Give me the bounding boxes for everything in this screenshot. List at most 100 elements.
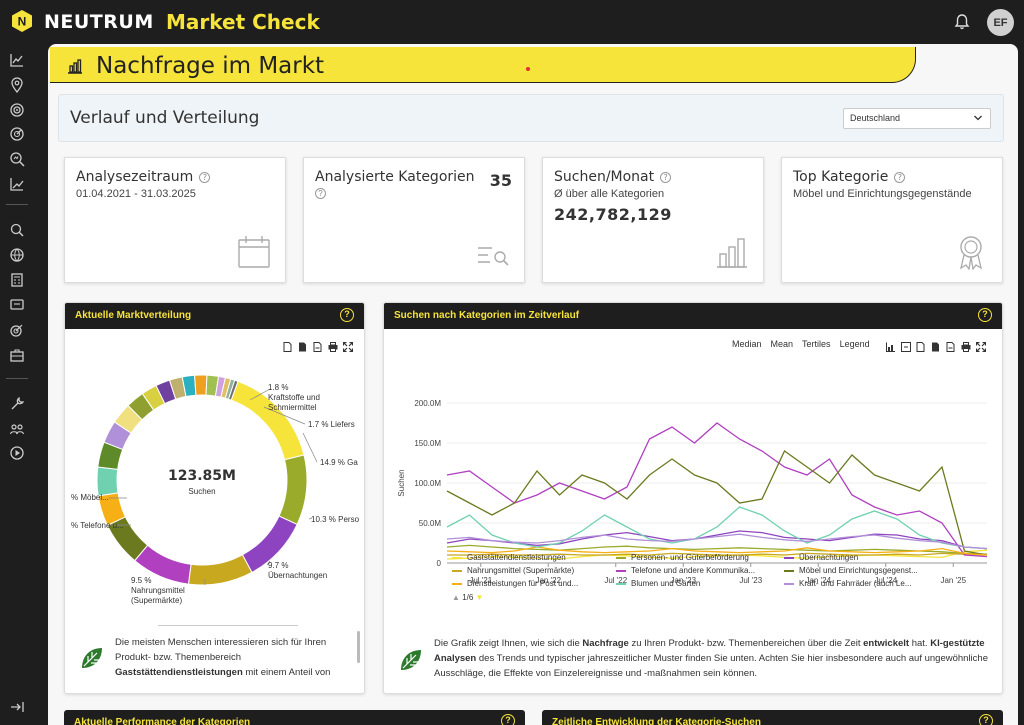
calculator-icon[interactable] (9, 272, 25, 288)
help-icon[interactable]: ? (894, 171, 906, 183)
help-icon[interactable]: ? (979, 714, 993, 725)
png-download-icon[interactable] (946, 339, 955, 352)
message-icon[interactable] (9, 297, 25, 313)
series-line[interactable] (446, 450, 988, 556)
chart-type-icon[interactable] (886, 339, 895, 352)
option-legend[interactable]: Legend (839, 339, 870, 349)
donut-slice[interactable] (194, 374, 208, 396)
kpi-value: 242,782,129 (554, 205, 672, 224)
series-line[interactable] (446, 530, 988, 550)
y-axis-label: Suchen (397, 469, 406, 496)
kpi-subtitle: 01.04.2021 - 31.03.2025 (76, 188, 196, 200)
print-icon[interactable] (328, 339, 338, 352)
option-mean[interactable]: Mean (770, 339, 794, 349)
main-content: Nachfrage im Markt Verlauf und Verteilun… (48, 44, 1018, 725)
option-tertiles[interactable]: Tertiles (802, 339, 831, 349)
donut-label-food: 9.5 % Nahrungsmittel (Supermärkte) (131, 576, 185, 605)
globe-icon[interactable] (9, 247, 25, 263)
donut-slice[interactable] (278, 454, 308, 526)
donut-slice[interactable] (227, 379, 239, 401)
country-select[interactable]: Deutschland (843, 108, 991, 129)
search-icon[interactable] (9, 222, 25, 238)
panel-title: Aktuelle Marktverteilung (75, 310, 192, 321)
pdf-download-icon[interactable] (298, 339, 307, 352)
chart-icon[interactable] (9, 52, 25, 68)
search-analysis-icon[interactable] (9, 151, 25, 167)
trend-icon[interactable] (9, 176, 25, 192)
kpi-title: Top Kategorie? (793, 169, 906, 185)
series-line[interactable] (446, 549, 988, 560)
series-line[interactable] (446, 422, 988, 558)
performance-panel-header: Aktuelle Performance der Kategorien ? (64, 710, 525, 725)
donut-label-gastro: 14.9 % Ga (320, 458, 358, 467)
fullscreen-icon[interactable] (342, 339, 354, 353)
target-icon[interactable] (9, 102, 25, 118)
play-icon[interactable] (9, 445, 25, 461)
kpi-title: Analysezeitraum? (76, 169, 211, 185)
legend-item[interactable]: Blumen und Gärten (616, 579, 700, 588)
x-tick-label: Jan '23 (670, 576, 696, 585)
series-line[interactable] (446, 533, 988, 550)
minus-box-icon[interactable] (901, 339, 911, 352)
help-icon[interactable]: ? (199, 171, 211, 183)
leaf-ai-icon (401, 650, 421, 670)
donut-label-transport: 10.3 % Perso (311, 515, 360, 524)
legend-pager[interactable]: ▲ 1/6 ▼ (452, 593, 484, 602)
legend-swatch (784, 582, 794, 585)
legend-item[interactable]: Telefone und andere Kommunika... (616, 566, 755, 575)
bell-icon[interactable] (953, 13, 971, 31)
users-icon[interactable] (9, 421, 25, 437)
series-line[interactable] (446, 506, 988, 550)
goal-icon[interactable] (9, 322, 25, 338)
legend-item[interactable]: Gaststättendienstleistungen (452, 553, 566, 562)
kpi-subtitle: Möbel und Einrichtungsgegenstände (793, 188, 972, 200)
briefcase-icon[interactable] (9, 347, 25, 363)
legend-item[interactable]: Kraft- und Fahrräder (auch Le... (784, 579, 912, 588)
wrench-icon[interactable] (9, 396, 25, 412)
help-icon-wrap: ? (315, 187, 326, 199)
legend-item[interactable]: Übernachtungen (784, 553, 858, 562)
help-icon[interactable]: ? (315, 187, 326, 199)
help-icon[interactable]: ? (978, 308, 992, 322)
neutrum-logo-icon: N (12, 10, 32, 32)
donut-slice[interactable] (96, 466, 119, 497)
radar-icon[interactable] (9, 126, 25, 142)
fullscreen-icon[interactable] (975, 339, 987, 353)
divider (158, 625, 298, 626)
png-download-icon[interactable] (313, 339, 322, 352)
location-icon[interactable] (9, 77, 25, 93)
legend-swatch (452, 569, 462, 572)
donut-leader-line (263, 406, 306, 425)
donut-leader-line (249, 388, 271, 401)
legend-item[interactable]: Personen- und Güterbeförderung (616, 553, 749, 562)
donut-label-delivery: 1.7 % Liefers (308, 420, 355, 429)
panel-title: Zeitliche Entwicklung der Kategorie-Such… (552, 717, 761, 725)
donut-slice[interactable] (187, 554, 253, 586)
help-icon[interactable]: ? (501, 714, 515, 725)
scrollbar-thumb[interactable] (357, 631, 360, 663)
legend-item[interactable]: Nahrungsmittel (Supermärkte) (452, 566, 574, 575)
legend-item[interactable]: Dienstleistungen für Post und... (452, 579, 578, 588)
x-tick-label: Jul '22 (604, 576, 627, 585)
list-search-icon (478, 247, 509, 266)
legend-swatch (452, 582, 462, 585)
pdf-download-icon[interactable] (931, 339, 940, 352)
logout-icon[interactable] (9, 699, 25, 715)
kpi-card-categories: Analysierte Kategorien ? 35 (303, 157, 525, 283)
option-median[interactable]: Median (732, 339, 762, 349)
csv-download-icon[interactable] (916, 339, 925, 352)
series-line[interactable] (447, 552, 988, 556)
csv-download-icon[interactable] (283, 339, 292, 352)
panel-title: Aktuelle Performance der Kategorien (74, 717, 251, 725)
legend-swatch (616, 556, 626, 559)
series-line[interactable] (446, 544, 988, 555)
legend-swatch (784, 556, 794, 559)
donut-label-furniture: % Möbel... (71, 493, 109, 502)
donut-label-overnight: 9.7 % Übernachtungen (268, 561, 328, 580)
help-icon[interactable]: ? (340, 308, 354, 322)
legend-item[interactable]: Möbel und Einrichtungsgegenst... (784, 566, 918, 575)
print-icon[interactable] (961, 339, 971, 352)
help-icon[interactable]: ? (660, 171, 672, 183)
user-avatar[interactable]: EF (987, 9, 1014, 36)
legend-swatch (616, 569, 626, 572)
